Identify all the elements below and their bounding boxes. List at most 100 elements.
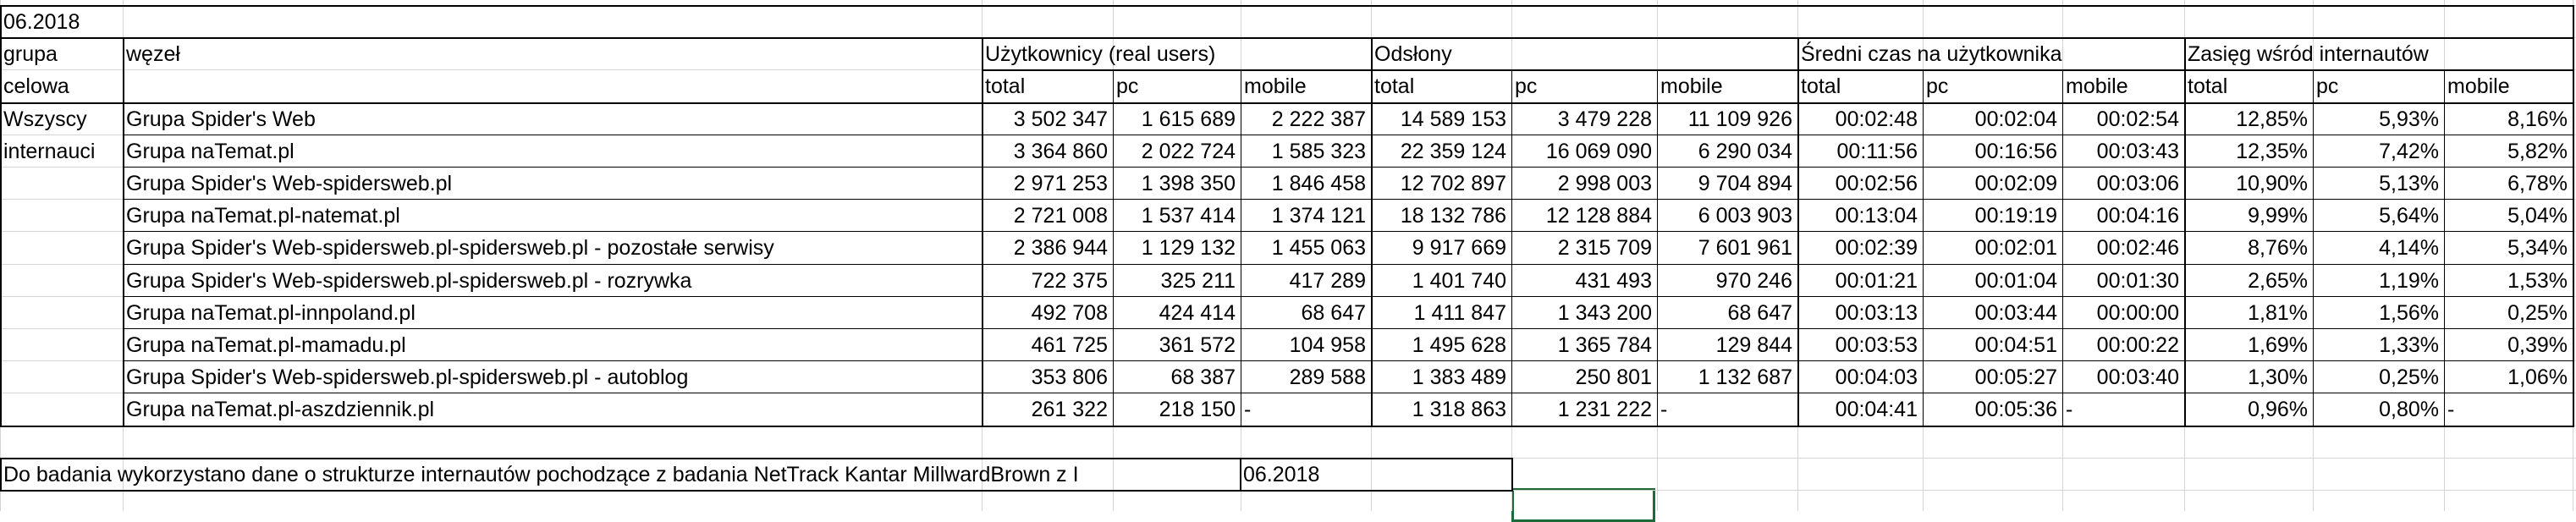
value-cell[interactable]: 11 109 926 xyxy=(1687,107,1792,131)
value-cell[interactable]: 8,16% xyxy=(2507,107,2568,131)
value-cell[interactable]: 00:16:56 xyxy=(1974,140,2057,163)
value-cell[interactable]: 8,76% xyxy=(2248,236,2308,260)
value-cell[interactable]: 00:03:40 xyxy=(2096,365,2179,389)
value-cell[interactable]: 68 387 xyxy=(1170,365,1236,389)
value-cell[interactable]: - xyxy=(1244,398,1252,421)
value-cell[interactable]: 7,42% xyxy=(2379,140,2439,163)
value-cell[interactable]: 6 003 903 xyxy=(1698,204,1792,228)
sub-header[interactable]: mobile xyxy=(2066,74,2128,98)
value-cell[interactable]: 3 479 228 xyxy=(1557,107,1652,131)
value-cell[interactable]: 5,64% xyxy=(2379,204,2439,228)
target-group-cell[interactable]: Wszyscy xyxy=(3,107,87,131)
value-cell[interactable]: 00:04:41 xyxy=(1835,398,1918,421)
value-cell[interactable]: 00:02:39 xyxy=(1835,236,1918,260)
value-cell[interactable]: 1 129 132 xyxy=(1141,236,1236,260)
group-header[interactable]: Zasięg wśród internautów xyxy=(2188,42,2429,66)
value-cell[interactable]: 00:11:56 xyxy=(1836,140,1918,163)
value-cell[interactable]: 7 601 961 xyxy=(1698,236,1792,260)
value-cell[interactable]: 00:01:30 xyxy=(2096,269,2179,293)
value-cell[interactable]: 1 343 200 xyxy=(1557,301,1652,325)
value-cell[interactable]: 417 289 xyxy=(1289,269,1366,293)
sub-header[interactable]: pc xyxy=(1926,74,1949,98)
value-cell[interactable]: 5,82% xyxy=(2507,140,2568,163)
sub-header[interactable]: mobile xyxy=(2447,74,2510,98)
value-cell[interactable]: 1 401 740 xyxy=(1412,269,1506,293)
value-cell[interactable]: 1,19% xyxy=(2379,269,2439,293)
value-cell[interactable]: - xyxy=(2447,398,2455,421)
sub-header[interactable]: total xyxy=(1801,74,1841,98)
node-name-cell[interactable]: Grupa Spider's Web-spidersweb.pl-spiders… xyxy=(126,269,692,293)
value-cell[interactable]: 722 375 xyxy=(1031,269,1108,293)
value-cell[interactable]: 00:04:16 xyxy=(2096,204,2179,228)
target-group-header[interactable]: celowa xyxy=(3,74,69,98)
value-cell[interactable]: 1,06% xyxy=(2507,365,2568,389)
value-cell[interactable]: - xyxy=(2066,398,2073,421)
node-name-cell[interactable]: Grupa Spider's Web-spidersweb.pl xyxy=(126,172,453,195)
value-cell[interactable]: 1,53% xyxy=(2507,269,2568,293)
value-cell[interactable]: 00:02:56 xyxy=(1835,172,1918,195)
value-cell[interactable]: 00:02:01 xyxy=(1974,236,2057,260)
target-group-cell[interactable]: internauci xyxy=(3,140,96,163)
value-cell[interactable]: 1 455 063 xyxy=(1271,236,1366,260)
value-cell[interactable]: 0,39% xyxy=(2507,333,2568,357)
value-cell[interactable]: 00:02:48 xyxy=(1835,107,1918,131)
value-cell[interactable]: 22 359 124 xyxy=(1400,140,1506,163)
node-name-cell[interactable]: Grupa Spider's Web xyxy=(126,107,316,131)
group-header[interactable]: Odsłony xyxy=(1374,42,1452,66)
node-name-cell[interactable]: Grupa naTemat.pl-natemat.pl xyxy=(126,204,400,228)
group-header[interactable]: Średni czas na użytkownika xyxy=(1801,42,2062,66)
value-cell[interactable]: 2 022 724 xyxy=(1141,140,1236,163)
value-cell[interactable]: 1 365 784 xyxy=(1557,333,1652,357)
value-cell[interactable]: 1 132 687 xyxy=(1698,365,1792,389)
value-cell[interactable]: 1 318 863 xyxy=(1412,398,1506,421)
sub-header[interactable]: total xyxy=(1374,74,1415,98)
value-cell[interactable]: 1 383 489 xyxy=(1412,365,1506,389)
node-header[interactable]: węzeł xyxy=(126,42,180,66)
node-name-cell[interactable]: Grupa naTemat.pl-aszdziennik.pl xyxy=(126,398,435,421)
value-cell[interactable]: 5,04% xyxy=(2507,204,2568,228)
footnote-cell[interactable]: Do badania wykorzystano dane o strukturz… xyxy=(3,463,1079,486)
value-cell[interactable]: 1 374 121 xyxy=(1271,204,1366,228)
value-cell[interactable]: 9 917 669 xyxy=(1412,236,1506,260)
value-cell[interactable]: 00:03:13 xyxy=(1835,301,1918,325)
value-cell[interactable]: 68 647 xyxy=(1301,301,1366,325)
value-cell[interactable]: 1,33% xyxy=(2379,333,2439,357)
target-group-header[interactable]: grupa xyxy=(3,42,58,66)
value-cell[interactable]: 12,85% xyxy=(2236,107,2308,131)
value-cell[interactable]: 5,93% xyxy=(2379,107,2439,131)
value-cell[interactable]: 431 493 xyxy=(1575,269,1652,293)
sub-header[interactable]: pc xyxy=(1515,74,1538,98)
value-cell[interactable]: 492 708 xyxy=(1031,301,1108,325)
value-cell[interactable]: 0,25% xyxy=(2507,301,2568,325)
value-cell[interactable]: 1 495 628 xyxy=(1412,333,1506,357)
value-cell[interactable]: 325 211 xyxy=(1160,269,1236,293)
sub-header[interactable]: pc xyxy=(1116,74,1139,98)
value-cell[interactable]: 00:02:46 xyxy=(2096,236,2179,260)
value-cell[interactable]: 361 572 xyxy=(1159,333,1236,357)
value-cell[interactable]: 14 589 153 xyxy=(1400,107,1506,131)
value-cell[interactable]: 424 414 xyxy=(1159,301,1236,325)
node-name-cell[interactable]: Grupa naTemat.pl-innpoland.pl xyxy=(126,301,416,325)
value-cell[interactable]: 18 132 786 xyxy=(1400,204,1506,228)
sub-header[interactable]: total xyxy=(985,74,1026,98)
node-name-cell[interactable]: Grupa naTemat.pl xyxy=(126,140,294,163)
value-cell[interactable]: 2 222 387 xyxy=(1271,107,1366,131)
value-cell[interactable]: 2 721 008 xyxy=(1013,204,1108,228)
value-cell[interactable]: 3 502 347 xyxy=(1013,107,1108,131)
value-cell[interactable]: 1 411 847 xyxy=(1413,301,1506,325)
value-cell[interactable]: 1 585 323 xyxy=(1271,140,1366,163)
sub-header[interactable]: mobile xyxy=(1244,74,1307,98)
footnote-period-cell[interactable]: 06.2018 xyxy=(1243,463,1320,486)
value-cell[interactable]: 1 398 350 xyxy=(1141,172,1236,195)
sub-header[interactable]: total xyxy=(2188,74,2228,98)
value-cell[interactable]: 2 971 253 xyxy=(1013,172,1108,195)
node-name-cell[interactable]: Grupa Spider's Web-spidersweb.pl-spiders… xyxy=(126,365,689,389)
period-cell[interactable]: 06.2018 xyxy=(3,10,80,34)
value-cell[interactable]: 12,35% xyxy=(2236,140,2308,163)
sub-header[interactable]: mobile xyxy=(1660,74,1723,98)
node-name-cell[interactable]: Grupa Spider's Web-spidersweb.pl-spiders… xyxy=(126,236,774,260)
value-cell[interactable]: 970 246 xyxy=(1715,269,1792,293)
value-cell[interactable]: 1 615 689 xyxy=(1141,107,1236,131)
value-cell[interactable]: 00:04:03 xyxy=(1835,365,1918,389)
